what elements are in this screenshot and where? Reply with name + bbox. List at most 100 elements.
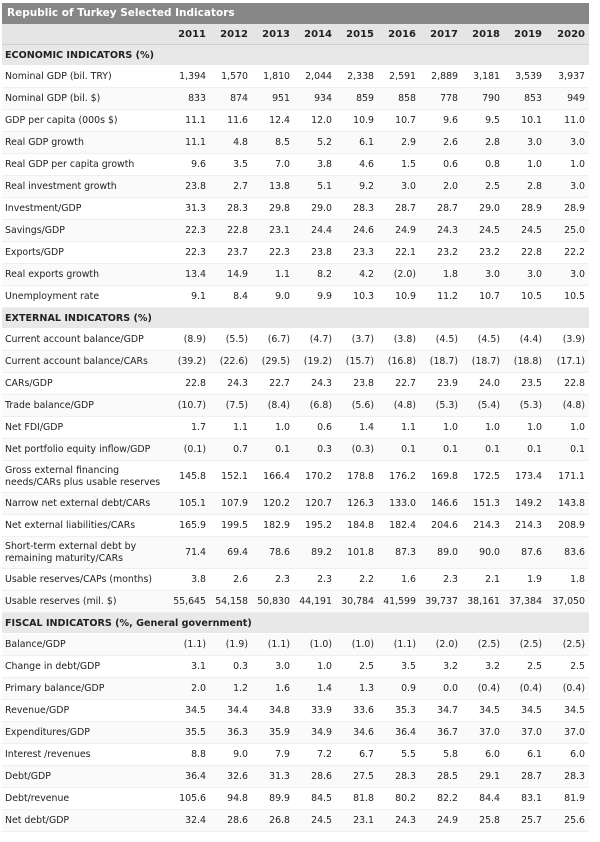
indicator-value: 3.0 — [504, 131, 546, 154]
indicator-row: Investment/GDP 31.3 28.3 29.8 29.0 28.3 28.7 28… — [2, 197, 589, 220]
indicator-value: 1.6 — [378, 568, 420, 591]
table-title: Republic of Turkey Selected Indicators — [2, 3, 589, 24]
indicator-value: 1.7 — [168, 416, 210, 439]
indicator-value: 5.5 — [378, 743, 420, 766]
indicator-value: (3.9) — [546, 328, 589, 351]
indicator-value: 82.2 — [420, 787, 462, 810]
indicator-value: 4.6 — [336, 153, 378, 176]
section-heading: EXTERNAL INDICATORS (%) — [2, 307, 589, 329]
indicator-value: 22.1 — [378, 241, 420, 264]
year-header-2015: 2015 — [336, 24, 378, 45]
indicator-value: (0.4) — [504, 677, 546, 700]
indicator-value: 105.1 — [168, 492, 210, 515]
indicator-value: (8.9) — [168, 328, 210, 351]
indicator-value: 23.1 — [252, 219, 294, 242]
indicator-label: Short-term external debt by remaining ma… — [2, 536, 168, 569]
indicator-value: 2.3 — [294, 568, 336, 591]
indicator-value: (1.0) — [336, 633, 378, 656]
indicator-value: (6.8) — [294, 394, 336, 417]
indicator-label: Net debt/GDP — [2, 809, 168, 832]
indicator-value: 38,161 — [462, 590, 504, 613]
indicator-label: Unemployment rate — [2, 285, 168, 308]
indicator-value: 25.0 — [546, 219, 589, 242]
indicator-row: Interest /revenues 8.8 9.0 7.9 7.2 6.7 5.5 5.8 6… — [2, 743, 589, 766]
indicator-value: 5.8 — [420, 743, 462, 766]
indicator-value: (18.7) — [420, 350, 462, 373]
indicator-value: (1.1) — [168, 633, 210, 656]
indicator-label: Real exports growth — [2, 263, 168, 286]
indicator-label: Real GDP per capita growth — [2, 153, 168, 176]
indicator-label: Debt/revenue — [2, 787, 168, 810]
indicator-value: 1.1 — [210, 416, 252, 439]
indicator-value: 8.4 — [210, 285, 252, 308]
indicator-value: 105.6 — [168, 787, 210, 810]
indicator-value: 22.2 — [546, 241, 589, 264]
indicator-label: Debt/GDP — [2, 765, 168, 788]
indicator-value: 182.9 — [252, 514, 294, 537]
indicator-value: 0.9 — [378, 677, 420, 700]
indicator-value: 11.1 — [168, 109, 210, 132]
indicator-value: 2.8 — [462, 131, 504, 154]
indicator-value: (6.7) — [252, 328, 294, 351]
indicator-value: 22.8 — [546, 372, 589, 395]
year-header-2017: 2017 — [420, 24, 462, 45]
indicator-value: 24.3 — [378, 809, 420, 832]
indicator-row: Net external liabilities/CARs 165.9 199.5 1… — [2, 514, 589, 537]
indicator-value: 34.5 — [504, 699, 546, 722]
indicator-value: 2,889 — [420, 65, 462, 88]
indicator-value: (2.5) — [504, 633, 546, 656]
indicator-value: (1.1) — [252, 633, 294, 656]
indicator-value: 0.1 — [252, 438, 294, 461]
indicator-value: (8.4) — [252, 394, 294, 417]
indicator-value: 28.5 — [420, 765, 462, 788]
indicator-value: 790 — [462, 87, 504, 110]
indicator-value: 1.4 — [294, 677, 336, 700]
indicator-value: 2.5 — [546, 655, 589, 678]
indicator-value: (5.6) — [336, 394, 378, 417]
indicator-value: 28.9 — [546, 197, 589, 220]
indicator-value: 2.9 — [378, 131, 420, 154]
indicator-label: Net FDI/GDP — [2, 416, 168, 439]
indicator-value: 126.3 — [336, 492, 378, 515]
indicator-value: 28.3 — [546, 765, 589, 788]
indicator-value: (5.3) — [504, 394, 546, 417]
indicator-value: 874 — [210, 87, 252, 110]
indicator-value: 24.4 — [294, 219, 336, 242]
indicator-label: Balance/GDP — [2, 633, 168, 656]
indicator-label: Net portfolio equity inflow/GDP — [2, 438, 168, 461]
indicator-value: 2,591 — [378, 65, 420, 88]
indicator-value: 1.5 — [378, 153, 420, 176]
indicator-value: 2.5 — [504, 655, 546, 678]
indicator-value: 11.1 — [168, 131, 210, 154]
indicator-value: 24.3 — [420, 219, 462, 242]
indicator-label: Nominal GDP (bil. $) — [2, 87, 168, 110]
indicator-value: 23.1 — [336, 809, 378, 832]
indicator-value: 36.7 — [420, 721, 462, 744]
indicator-value: 152.1 — [210, 460, 252, 493]
indicator-value: 0.8 — [462, 153, 504, 176]
indicator-value: 10.1 — [504, 109, 546, 132]
indicator-value: (5.3) — [420, 394, 462, 417]
indicator-value: 24.6 — [336, 219, 378, 242]
indicator-value: 3.2 — [420, 655, 462, 678]
indicator-value: 10.9 — [336, 109, 378, 132]
indicator-value: (0.3) — [336, 438, 378, 461]
indicator-value: (0.4) — [546, 677, 589, 700]
indicator-value: 2.0 — [420, 175, 462, 198]
indicator-value: 31.3 — [168, 197, 210, 220]
year-header-2012: 2012 — [210, 24, 252, 45]
indicator-value: 29.8 — [252, 197, 294, 220]
indicator-value: 858 — [378, 87, 420, 110]
indicator-value: (15.7) — [336, 350, 378, 373]
indicator-value: 1.8 — [420, 263, 462, 286]
indicator-value: 9.0 — [252, 285, 294, 308]
indicator-value: 28.7 — [378, 197, 420, 220]
indicator-value: 1.0 — [462, 416, 504, 439]
indicator-value: 13.8 — [252, 175, 294, 198]
indicator-value: 8.5 — [252, 131, 294, 154]
indicator-value: 8.8 — [168, 743, 210, 766]
indicator-value: 71.4 — [168, 536, 210, 569]
indicator-value: 6.1 — [336, 131, 378, 154]
indicator-label: Savings/GDP — [2, 219, 168, 242]
indicator-value: (29.5) — [252, 350, 294, 373]
